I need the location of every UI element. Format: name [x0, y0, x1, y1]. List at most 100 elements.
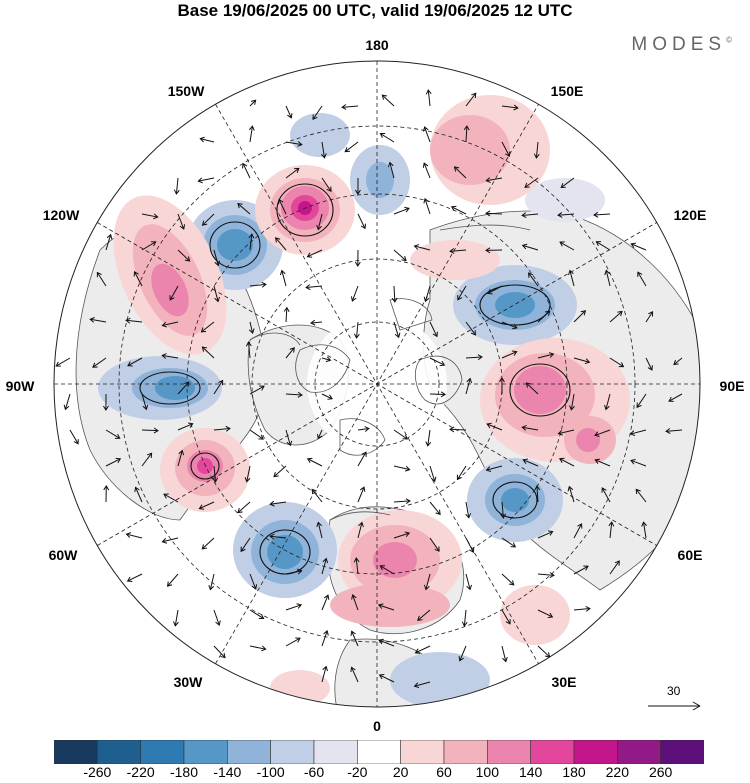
wind-arrow — [635, 488, 647, 503]
wind-arrow — [316, 213, 323, 231]
colorbar-tick-label: 60 — [436, 764, 452, 780]
wind-arrow — [141, 452, 153, 467]
wind-arrow — [141, 213, 159, 220]
wind-arrow — [559, 241, 575, 251]
colorbar-tick-label: 180 — [562, 764, 586, 780]
wind-arrow — [350, 666, 359, 683]
wind-arrow — [177, 213, 186, 230]
map-border — [53, 60, 701, 708]
colorbar-segment — [487, 740, 531, 764]
wind-arrow — [429, 357, 446, 367]
colorbar-segment — [357, 740, 401, 764]
wind-arrow — [285, 167, 300, 179]
colorbar-tick-label: -60 — [303, 764, 325, 780]
anomaly-blob — [197, 458, 213, 474]
wind-arrow — [465, 573, 472, 591]
meridian-line — [215, 104, 539, 664]
anomaly-blob — [430, 115, 510, 185]
wind-arrow — [413, 681, 431, 689]
wind-arrow — [393, 321, 401, 339]
modes-logo: MODES© — [631, 34, 732, 55]
wind-arrow — [534, 485, 541, 503]
contour-lines — [139, 183, 571, 575]
wind-arrow — [501, 537, 517, 548]
anomaly-blob — [501, 488, 529, 512]
wind-arrow — [457, 285, 467, 301]
anomaly-blob — [525, 178, 605, 222]
wind-arrow — [285, 637, 301, 647]
wind-arrow — [161, 353, 179, 359]
wind-arrow — [429, 391, 447, 398]
wind-arrow — [630, 458, 647, 467]
colorbar-segment — [573, 740, 618, 764]
longitude-label-30e: 30E — [551, 674, 577, 690]
wind-arrow — [357, 451, 367, 467]
colorbar-tick-label: 140 — [518, 764, 543, 780]
wind-arrow — [213, 285, 220, 303]
wind-arrow — [604, 393, 611, 411]
vector-scale-label: 30 — [667, 684, 681, 698]
wind-arrow — [393, 206, 410, 215]
wind-arrow — [269, 533, 287, 540]
wind-arrow — [306, 249, 323, 258]
wind-arrow — [321, 356, 332, 363]
wind-arrow — [557, 212, 575, 218]
wind-arrow — [237, 501, 251, 514]
wind-arrow — [200, 321, 215, 333]
map-title: Base 19/06/2025 00 UTC, valid 19/06/2025… — [177, 1, 573, 20]
colorbar-segment — [270, 740, 315, 764]
wind-arrow — [353, 557, 360, 575]
wind-arrow — [141, 241, 157, 251]
wind-arrow — [249, 609, 265, 620]
wind-arrow — [422, 162, 431, 179]
wind-arrow — [105, 429, 121, 439]
wind-arrow — [285, 141, 303, 147]
wind-arrow — [125, 532, 143, 539]
wind-arrow — [244, 465, 251, 483]
wind-arrow — [465, 354, 483, 361]
wind-arrow — [141, 427, 159, 434]
wind-arrow — [528, 272, 539, 287]
anomaly-blob — [155, 376, 195, 400]
wind-arrow — [456, 465, 467, 481]
colorbar-tick-label: -220 — [126, 764, 155, 780]
longitude-label-120e: 120E — [673, 207, 707, 223]
wind-arrow — [450, 205, 467, 215]
colorbar-tick-label: -180 — [169, 764, 199, 780]
wind-arrow — [645, 311, 654, 323]
wind-arrow — [429, 321, 438, 338]
wind-arrow — [285, 391, 303, 398]
wind-arrow — [637, 271, 647, 287]
wind-arrow — [417, 609, 431, 621]
anomaly-blob — [330, 583, 450, 627]
wind-arrow — [198, 501, 215, 510]
wind-arrow — [354, 249, 361, 267]
wind-arrow — [458, 645, 467, 662]
wind-arrow — [429, 501, 441, 516]
wind-arrow — [344, 141, 359, 153]
wind-arrow — [465, 321, 477, 336]
wind-arrow — [381, 94, 395, 107]
wind-arrow — [501, 104, 519, 111]
anomaly-blob — [410, 240, 500, 280]
wind-arrow — [558, 457, 575, 467]
wind-arrow — [208, 573, 215, 591]
wind-arrow — [248, 125, 255, 143]
wind-arrow — [560, 177, 575, 189]
colorbar-segment — [530, 740, 575, 764]
colorbar — [54, 740, 704, 764]
wind-arrow — [573, 565, 589, 575]
wind-arrow — [305, 284, 323, 291]
wind-arrow — [449, 248, 467, 254]
anomaly-blob — [514, 366, 566, 414]
meridian-lines — [54, 61, 700, 707]
wind-arrow — [169, 285, 179, 301]
wind-arrow — [311, 488, 323, 503]
wind-arrow — [378, 638, 395, 647]
wind-arrow — [573, 310, 587, 323]
wind-arrow — [248, 233, 255, 251]
wind-arrow — [524, 177, 539, 188]
wind-arrow — [357, 521, 364, 539]
wind-arrow — [350, 630, 359, 647]
wind-arrow — [166, 573, 179, 587]
